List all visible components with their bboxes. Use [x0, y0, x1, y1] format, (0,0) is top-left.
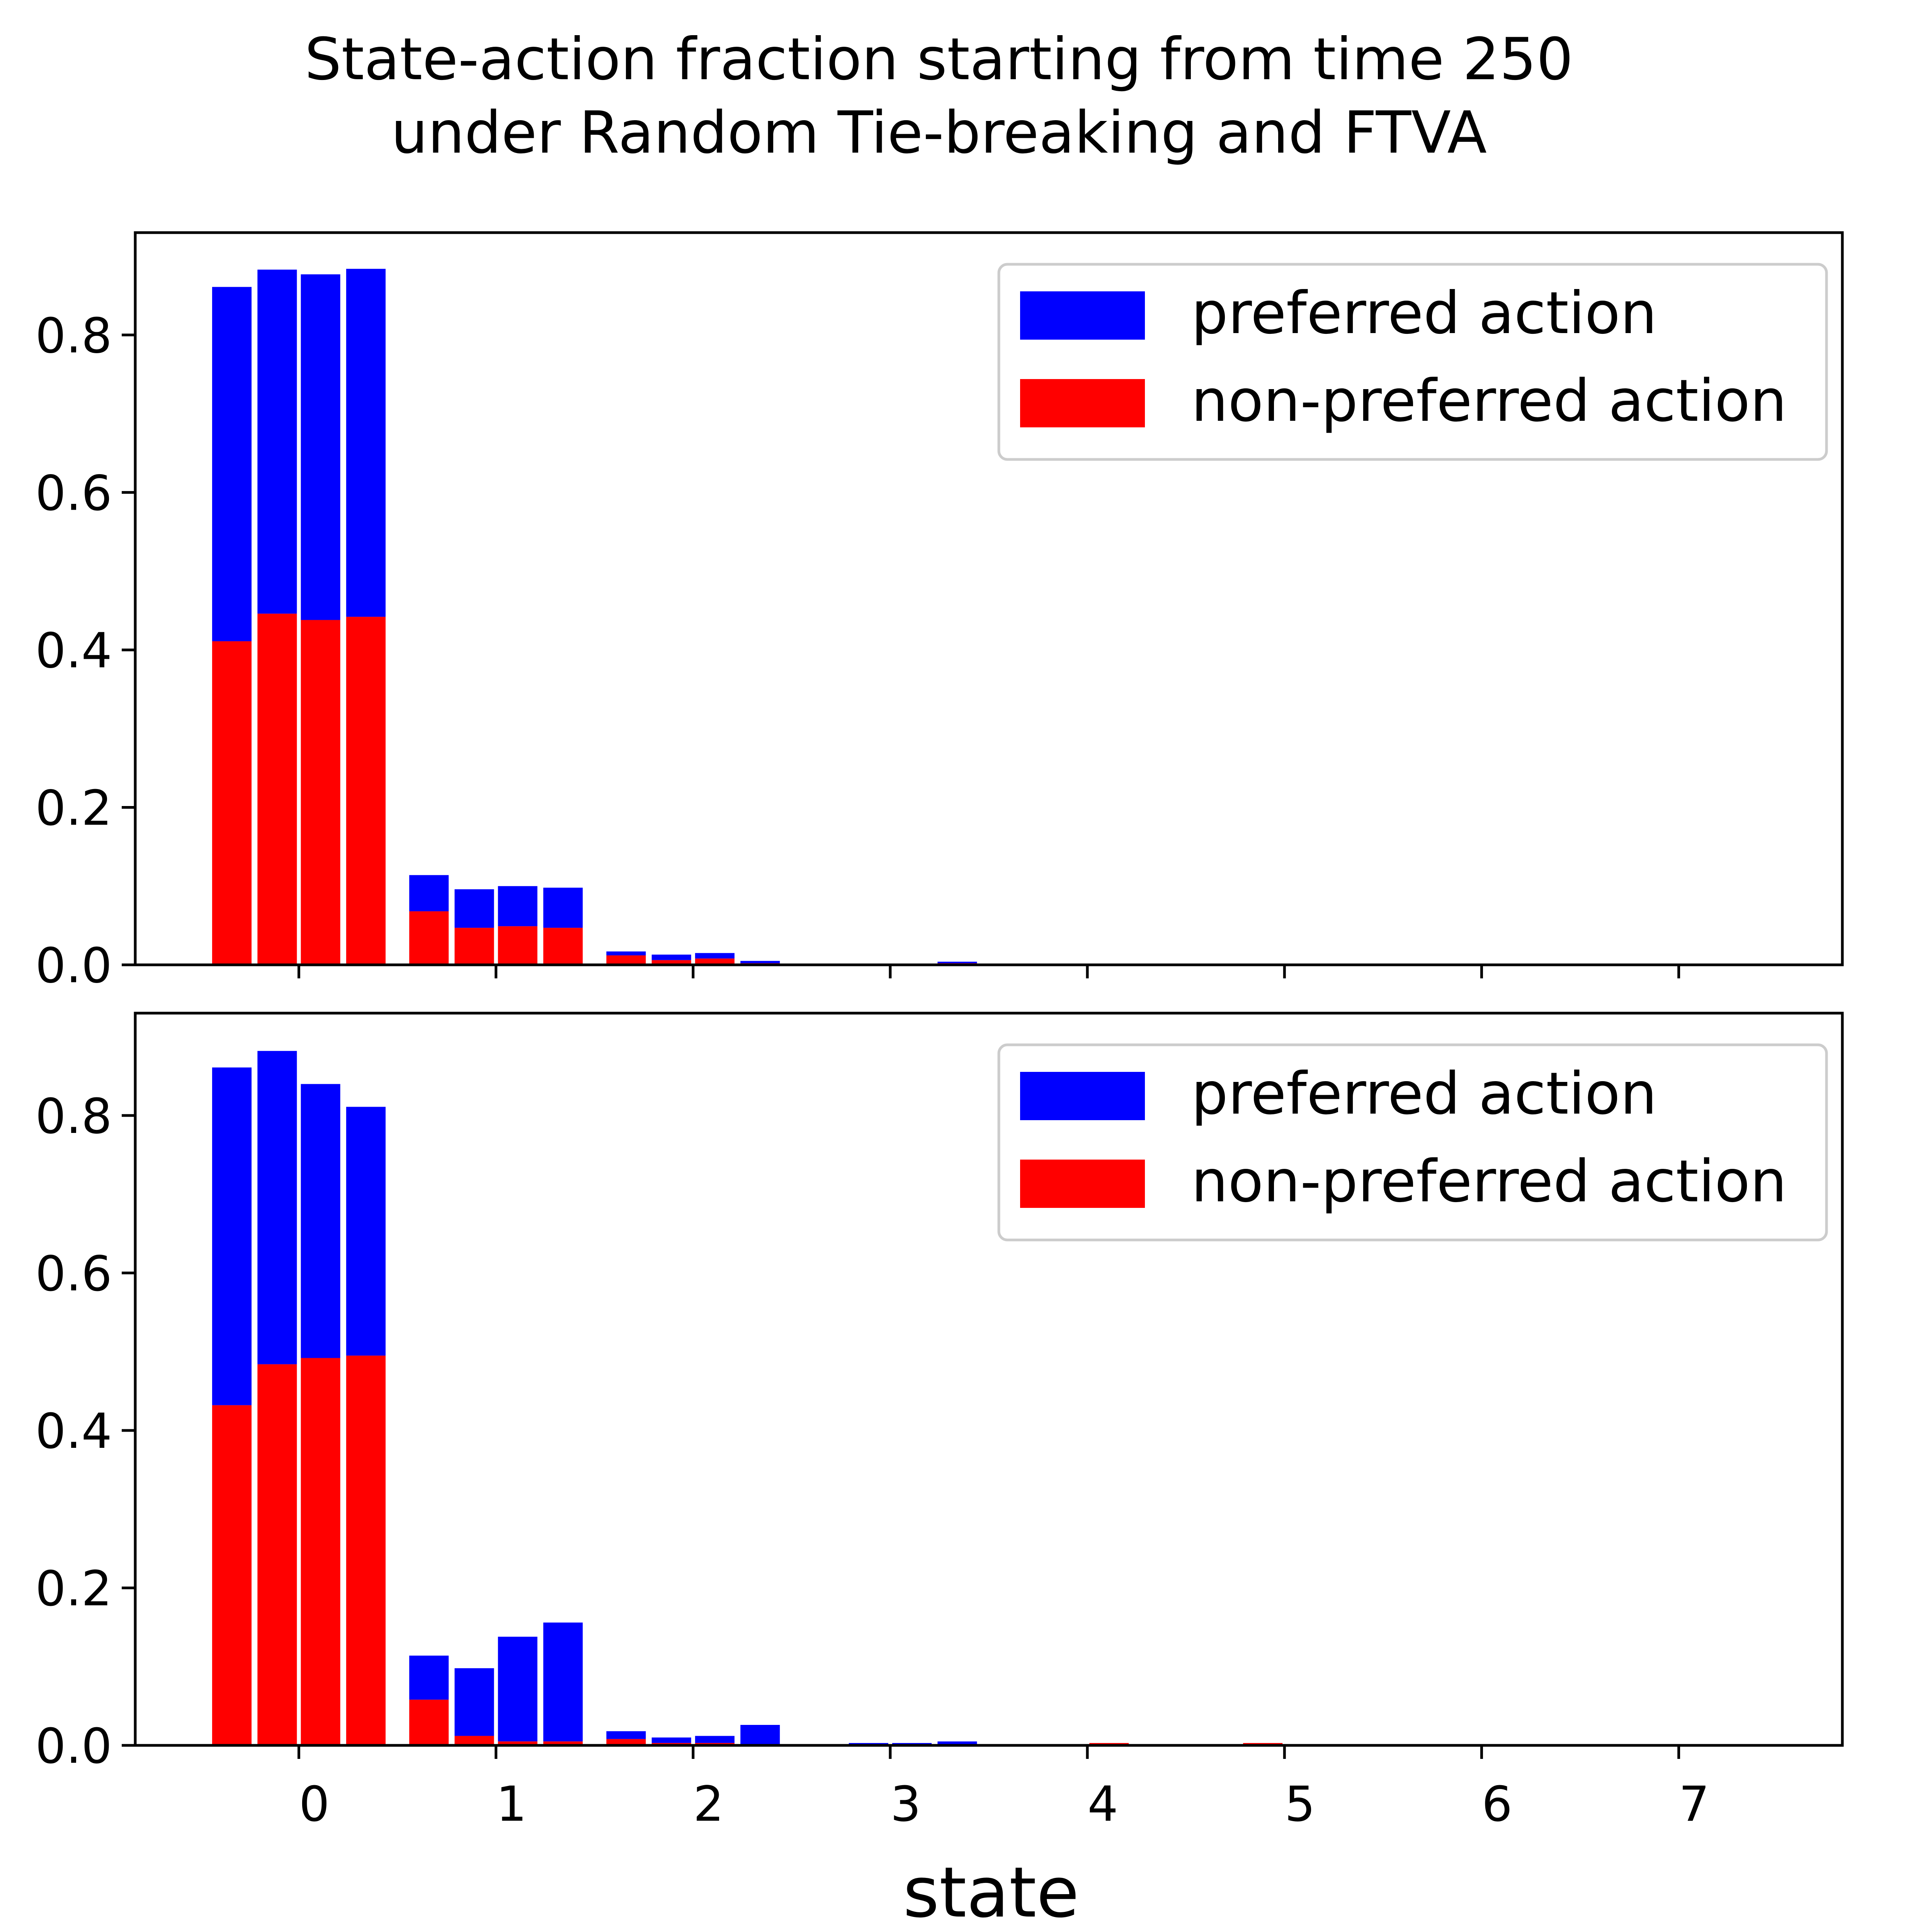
- y-tick-label: 0.4: [35, 1403, 112, 1459]
- legend-swatch-preferred: [1020, 291, 1145, 340]
- preferred-bar: [543, 888, 583, 928]
- x-tick-label: 7: [1679, 1776, 1710, 1832]
- y-tick-label: 0.0: [35, 1718, 112, 1774]
- preferred-bar: [543, 1622, 583, 1742]
- non-preferred-bar: [301, 620, 340, 965]
- y-tick-label: 0.4: [35, 623, 112, 679]
- x-tick-label: 5: [1284, 1776, 1315, 1832]
- preferred-bar: [651, 1737, 691, 1743]
- legend-label-preferred: preferred action: [1191, 1060, 1657, 1128]
- non-preferred-bar: [409, 911, 449, 965]
- bottom-panel: 0.0 0.2 0.4 0.6 0.8 0 1 2 3 4 5 6 7 preferred action n…: [35, 1012, 1844, 1832]
- non-preferred-bar: [257, 1364, 297, 1745]
- preferred-bar: [454, 1668, 494, 1736]
- x-tick-label: 6: [1482, 1776, 1513, 1832]
- preferred-bar: [301, 1084, 340, 1358]
- y-tick-label: 0.0: [35, 938, 112, 994]
- non-preferred-bar: [212, 641, 252, 965]
- non-preferred-bar: [346, 617, 386, 965]
- preferred-bar: [740, 961, 780, 963]
- chart-title-line1: State-action fraction starting from time…: [304, 26, 1573, 93]
- legend-box: [997, 1043, 1828, 1242]
- x-tick-label: 0: [299, 1776, 330, 1832]
- legend-label-non-preferred: non-preferred action: [1191, 1148, 1787, 1215]
- y-tick-label: 0.6: [35, 1246, 112, 1302]
- preferred-bar: [346, 1107, 386, 1356]
- chart-title-line2: under Random Tie-breaking and FTVA: [391, 99, 1487, 167]
- y-tick-label: 0.8: [35, 1088, 112, 1145]
- legend-label-preferred: preferred action: [1191, 280, 1657, 347]
- preferred-bar: [498, 1636, 537, 1742]
- legend-box: [997, 263, 1828, 461]
- preferred-bar: [454, 889, 494, 928]
- preferred-bar: [606, 951, 646, 956]
- x-tick-label: 3: [890, 1776, 921, 1832]
- preferred-bar: [606, 1731, 646, 1739]
- non-preferred-bar: [212, 1405, 252, 1745]
- preferred-bar: [409, 875, 449, 912]
- non-preferred-bar: [606, 1739, 646, 1745]
- preferred-bar: [409, 1655, 449, 1700]
- preferred-bar: [257, 269, 297, 614]
- x-axis-label: state: [903, 1852, 1079, 1932]
- non-preferred-bar: [543, 1741, 583, 1745]
- legend-swatch-non-preferred: [1020, 379, 1145, 427]
- non-preferred-bar: [543, 928, 583, 965]
- preferred-bar: [695, 953, 735, 959]
- preferred-bar: [498, 886, 537, 927]
- preferred-bar: [651, 954, 691, 960]
- preferred-bar: [257, 1051, 297, 1364]
- preferred-bar: [346, 269, 386, 617]
- non-preferred-bar: [695, 958, 735, 965]
- top-panel: 0.0 0.2 0.4 0.6 0.8 preferred action non-prefe…: [35, 231, 1844, 994]
- non-preferred-bar: [257, 614, 297, 965]
- legend-swatch-preferred: [1020, 1072, 1145, 1120]
- preferred-bar: [212, 1067, 252, 1405]
- preferred-bar: [937, 961, 977, 963]
- preferred-bar: [212, 287, 252, 641]
- non-preferred-bar: [346, 1355, 386, 1745]
- plot-frame: [134, 231, 1844, 966]
- non-preferred-bar: [301, 1358, 340, 1745]
- non-preferred-bar: [606, 955, 646, 965]
- y-tick-label: 0.6: [35, 465, 112, 521]
- non-preferred-bar: [498, 1741, 537, 1745]
- x-tick-label: 2: [693, 1776, 724, 1832]
- x-tick-label: 1: [496, 1776, 527, 1832]
- y-tick-label: 0.2: [35, 780, 112, 836]
- y-tick-label: 0.2: [35, 1561, 112, 1617]
- preferred-bar: [301, 274, 340, 620]
- y-tick-label: 0.8: [35, 308, 112, 364]
- plot-frame: [134, 1012, 1844, 1747]
- non-preferred-bar: [454, 928, 494, 965]
- preferred-bar: [740, 1725, 780, 1745]
- legend-swatch-non-preferred: [1020, 1160, 1145, 1208]
- non-preferred-bar: [409, 1699, 449, 1745]
- preferred-bar: [695, 1736, 735, 1743]
- non-preferred-bar: [498, 926, 537, 965]
- legend-label-non-preferred: non-preferred action: [1191, 367, 1787, 435]
- preferred-bar: [937, 1741, 977, 1745]
- non-preferred-bar: [454, 1736, 494, 1745]
- x-tick-label: 4: [1087, 1776, 1118, 1832]
